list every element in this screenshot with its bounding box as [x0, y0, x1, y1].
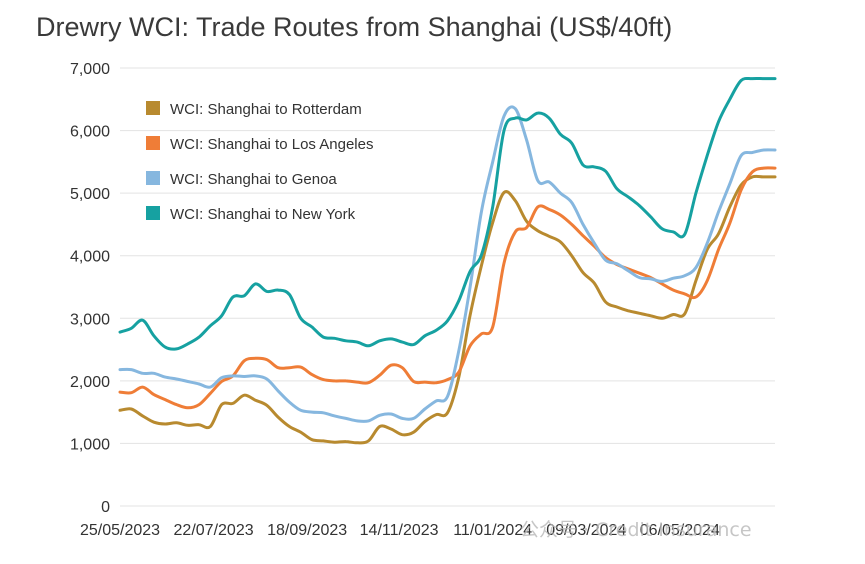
chart-title: Drewry WCI: Trade Routes from Shanghai (… [36, 12, 673, 42]
grid-layer [120, 67, 775, 507]
legend-swatch [146, 136, 160, 150]
series-group [118, 174, 777, 445]
x-tick-label: 22/07/2023 [174, 522, 254, 539]
x-tick-label: 11/01/2024 [453, 522, 532, 539]
y-tick-label: 5,000 [70, 186, 110, 203]
series-line [118, 105, 777, 423]
watermark-text: 公众号 · Credit Insurance [520, 519, 752, 541]
series-group [118, 166, 777, 410]
legend-label: WCI: Shanghai to Los Angeles [170, 136, 373, 153]
x-tick-label: 06/05/2024 [640, 522, 720, 539]
x-tick-label: 09/03/2024 [546, 522, 626, 539]
x-tick-label: 18/09/2023 [267, 522, 347, 539]
x-tick-label: 25/05/2023 [80, 522, 160, 539]
y-tick-label: 0 [101, 499, 110, 516]
y-tick-label: 6,000 [70, 124, 110, 141]
y-tick-label: 2,000 [70, 374, 110, 391]
series-line [118, 166, 777, 410]
legend-swatch [146, 206, 160, 220]
x-axis: 25/05/2023 22/07/2023 18/09/2023 14/11/2023… [80, 522, 720, 539]
legend-label: WCI: Shanghai to Genoa [170, 171, 337, 188]
legend-label: WCI: Shanghai to New York [170, 206, 356, 223]
legend-label: WCI: Shanghai to Rotterdam [170, 101, 362, 118]
y-tick-label: 4,000 [70, 249, 110, 266]
legend: WCI: Shanghai to Rotterdam WCI: Shanghai … [146, 101, 373, 223]
y-tick-label: 3,000 [70, 311, 110, 328]
y-axis: 0 1,000 2,000 3,000 4,000 5,000 6,000 7,000 [70, 61, 110, 516]
legend-swatch [146, 101, 160, 115]
legend-swatch [146, 171, 160, 185]
y-tick-label: 7,000 [70, 61, 110, 78]
series-layer [118, 76, 777, 445]
y-tick-label: 1,000 [70, 436, 110, 453]
x-tick-label: 14/11/2023 [360, 522, 439, 539]
series-group [118, 105, 777, 423]
series-group [118, 76, 777, 351]
